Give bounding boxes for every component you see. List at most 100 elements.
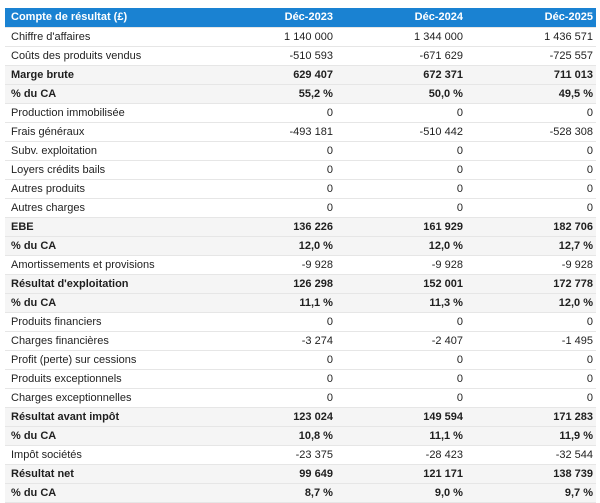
cell-value: 161 929 [335, 217, 466, 237]
row-label: % du CA [5, 293, 206, 313]
cell-value: -510 442 [335, 122, 466, 142]
cell-value: 99 649 [205, 464, 336, 484]
cell-value: 0 [465, 179, 596, 199]
table-row: EBE 136 226 161 929 182 706 [5, 217, 596, 237]
cell-value: 136 226 [205, 217, 336, 237]
table-row: Charges exceptionnelles 0 0 0 [5, 388, 596, 408]
row-label: Autres charges [5, 198, 206, 218]
cell-value: -1 495 [465, 331, 596, 351]
column-header-dec-2024: Déc-2024 [335, 8, 466, 28]
row-label: Chiffre d'affaires [5, 27, 206, 47]
table-row: Produits financiers 0 0 0 [5, 312, 596, 332]
cell-value: 1 344 000 [335, 27, 466, 47]
cell-value: 711 013 [465, 65, 596, 85]
cell-value: 0 [465, 160, 596, 180]
row-label: Loyers crédits bails [5, 160, 206, 180]
cell-value: 0 [205, 141, 336, 161]
cell-value: 11,9 % [465, 426, 596, 446]
cell-value: 0 [335, 388, 466, 408]
cell-value: -32 544 [465, 445, 596, 465]
cell-value: 0 [335, 198, 466, 218]
cell-value: 1 140 000 [205, 27, 336, 47]
row-label: Profit (perte) sur cessions [5, 350, 206, 370]
cell-value: 0 [465, 312, 596, 332]
cell-value: 0 [335, 179, 466, 199]
table-row: Profit (perte) sur cessions 0 0 0 [5, 350, 596, 370]
row-label: Impôt sociétés [5, 445, 206, 465]
row-label: Produits financiers [5, 312, 206, 332]
table-row: % du CA 8,7 % 9,0 % 9,7 % [5, 483, 596, 503]
row-label: % du CA [5, 483, 206, 503]
cell-value: 11,1 % [205, 293, 336, 313]
table-row: Autres produits 0 0 0 [5, 179, 596, 199]
table-row: % du CA 55,2 % 50,0 % 49,5 % [5, 84, 596, 104]
table-row: Frais généraux -493 181 -510 442 -528 30… [5, 122, 596, 142]
table-row: Résultat avant impôt 123 024 149 594 171… [5, 407, 596, 427]
cell-value: 12,0 % [335, 236, 466, 256]
row-label: % du CA [5, 426, 206, 446]
cell-value: 152 001 [335, 274, 466, 294]
row-label: Frais généraux [5, 122, 206, 142]
table-row: Marge brute 629 407 672 371 711 013 [5, 65, 596, 85]
table-row: Produits exceptionnels 0 0 0 [5, 369, 596, 389]
cell-value: -28 423 [335, 445, 466, 465]
cell-value: 0 [335, 160, 466, 180]
cell-value: 0 [465, 141, 596, 161]
cell-value: -2 407 [335, 331, 466, 351]
table-row: Charges financières -3 274 -2 407 -1 495 [5, 331, 596, 351]
cell-value: 11,3 % [335, 293, 466, 313]
row-label: % du CA [5, 84, 206, 104]
cell-value: -3 274 [205, 331, 336, 351]
table-row: % du CA 12,0 % 12,0 % 12,7 % [5, 236, 596, 256]
table-row: Production immobilisée 0 0 0 [5, 103, 596, 123]
cell-value: -9 928 [335, 255, 466, 275]
cell-value: 672 371 [335, 65, 466, 85]
cell-value: 0 [205, 369, 336, 389]
cell-value: 171 283 [465, 407, 596, 427]
row-label: Production immobilisée [5, 103, 206, 123]
row-label: Charges exceptionnelles [5, 388, 206, 408]
table-row: Coûts des produits vendus -510 593 -671 … [5, 46, 596, 66]
table-row: Résultat d'exploitation 126 298 152 001 … [5, 274, 596, 294]
cell-value: 0 [465, 388, 596, 408]
cell-value: 0 [205, 312, 336, 332]
cell-value: 0 [205, 179, 336, 199]
cell-value: 0 [465, 103, 596, 123]
row-label: Produits exceptionnels [5, 369, 206, 389]
table-row: Loyers crédits bails 0 0 0 [5, 160, 596, 180]
row-label: Subv. exploitation [5, 141, 206, 161]
cell-value: 0 [335, 369, 466, 389]
cell-value: 0 [205, 160, 336, 180]
cell-value: 9,0 % [335, 483, 466, 503]
cell-value: 0 [335, 312, 466, 332]
cell-value: 9,7 % [465, 483, 596, 503]
cell-value: 182 706 [465, 217, 596, 237]
cell-value: -528 308 [465, 122, 596, 142]
income-statement-table: Compte de résultat (£) Déc-2023 Déc-2024… [5, 8, 596, 503]
table-row: Impôt sociétés -23 375 -28 423 -32 544 [5, 445, 596, 465]
header-row: Compte de résultat (£) Déc-2023 Déc-2024… [5, 8, 596, 28]
cell-value: 629 407 [205, 65, 336, 85]
cell-value: 12,7 % [465, 236, 596, 256]
cell-value: 8,7 % [205, 483, 336, 503]
cell-value: 10,8 % [205, 426, 336, 446]
table-row: % du CA 11,1 % 11,3 % 12,0 % [5, 293, 596, 313]
row-label: Marge brute [5, 65, 206, 85]
cell-value: 0 [205, 388, 336, 408]
cell-value: 0 [335, 350, 466, 370]
cell-value: 1 436 571 [465, 27, 596, 47]
cell-value: 0 [205, 103, 336, 123]
cell-value: -9 928 [205, 255, 336, 275]
cell-value: -510 593 [205, 46, 336, 66]
row-label: Résultat d'exploitation [5, 274, 206, 294]
cell-value: 12,0 % [465, 293, 596, 313]
row-label: EBE [5, 217, 206, 237]
table-row: Subv. exploitation 0 0 0 [5, 141, 596, 161]
cell-value: 49,5 % [465, 84, 596, 104]
cell-value: 0 [335, 103, 466, 123]
cell-value: 11,1 % [335, 426, 466, 446]
cell-value: 0 [465, 198, 596, 218]
row-label: Résultat avant impôt [5, 407, 206, 427]
table-row: Chiffre d'affaires 1 140 000 1 344 000 1… [5, 27, 596, 47]
